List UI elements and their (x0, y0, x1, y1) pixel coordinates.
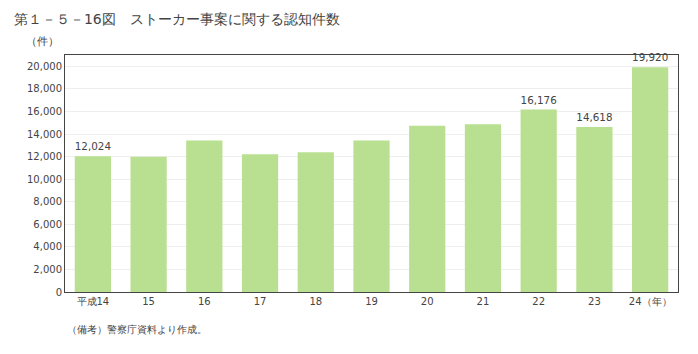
svg-text:14,000: 14,000 (27, 129, 62, 140)
svg-text:20: 20 (421, 296, 434, 307)
svg-text:第１－５－16図 ストーカー事案に関する認知件数: 第１－５－16図 ストーカー事案に関する認知件数 (14, 11, 340, 27)
svg-text:17: 17 (254, 296, 267, 307)
svg-text:4,000: 4,000 (33, 241, 62, 252)
svg-text:平成14: 平成14 (76, 296, 109, 307)
svg-text:19: 19 (365, 296, 378, 307)
svg-text:18: 18 (309, 296, 322, 307)
svg-text:（備考）警察庁資料より作成。: （備考）警察庁資料より作成。 (67, 324, 207, 335)
svg-text:18,000: 18,000 (27, 83, 62, 94)
svg-text:24（年）: 24（年） (629, 296, 672, 307)
svg-text:15: 15 (142, 296, 155, 307)
svg-text:14,618: 14,618 (576, 111, 612, 123)
svg-text:16: 16 (198, 296, 211, 307)
svg-text:19,920: 19,920 (632, 51, 668, 63)
svg-text:6,000: 6,000 (33, 219, 62, 230)
svg-text:22: 22 (532, 296, 545, 307)
svg-text:0: 0 (56, 287, 62, 298)
svg-text:（件）: （件） (26, 35, 59, 48)
svg-text:8,000: 8,000 (33, 196, 62, 207)
svg-text:16,176: 16,176 (521, 94, 557, 106)
svg-text:12,024: 12,024 (75, 140, 111, 152)
svg-text:23: 23 (588, 296, 601, 307)
svg-text:2,000: 2,000 (33, 264, 62, 275)
svg-text:16,000: 16,000 (27, 106, 62, 117)
svg-text:20,000: 20,000 (27, 61, 62, 72)
svg-text:12,000: 12,000 (27, 151, 62, 162)
svg-text:21: 21 (477, 296, 490, 307)
svg-text:10,000: 10,000 (27, 174, 62, 185)
